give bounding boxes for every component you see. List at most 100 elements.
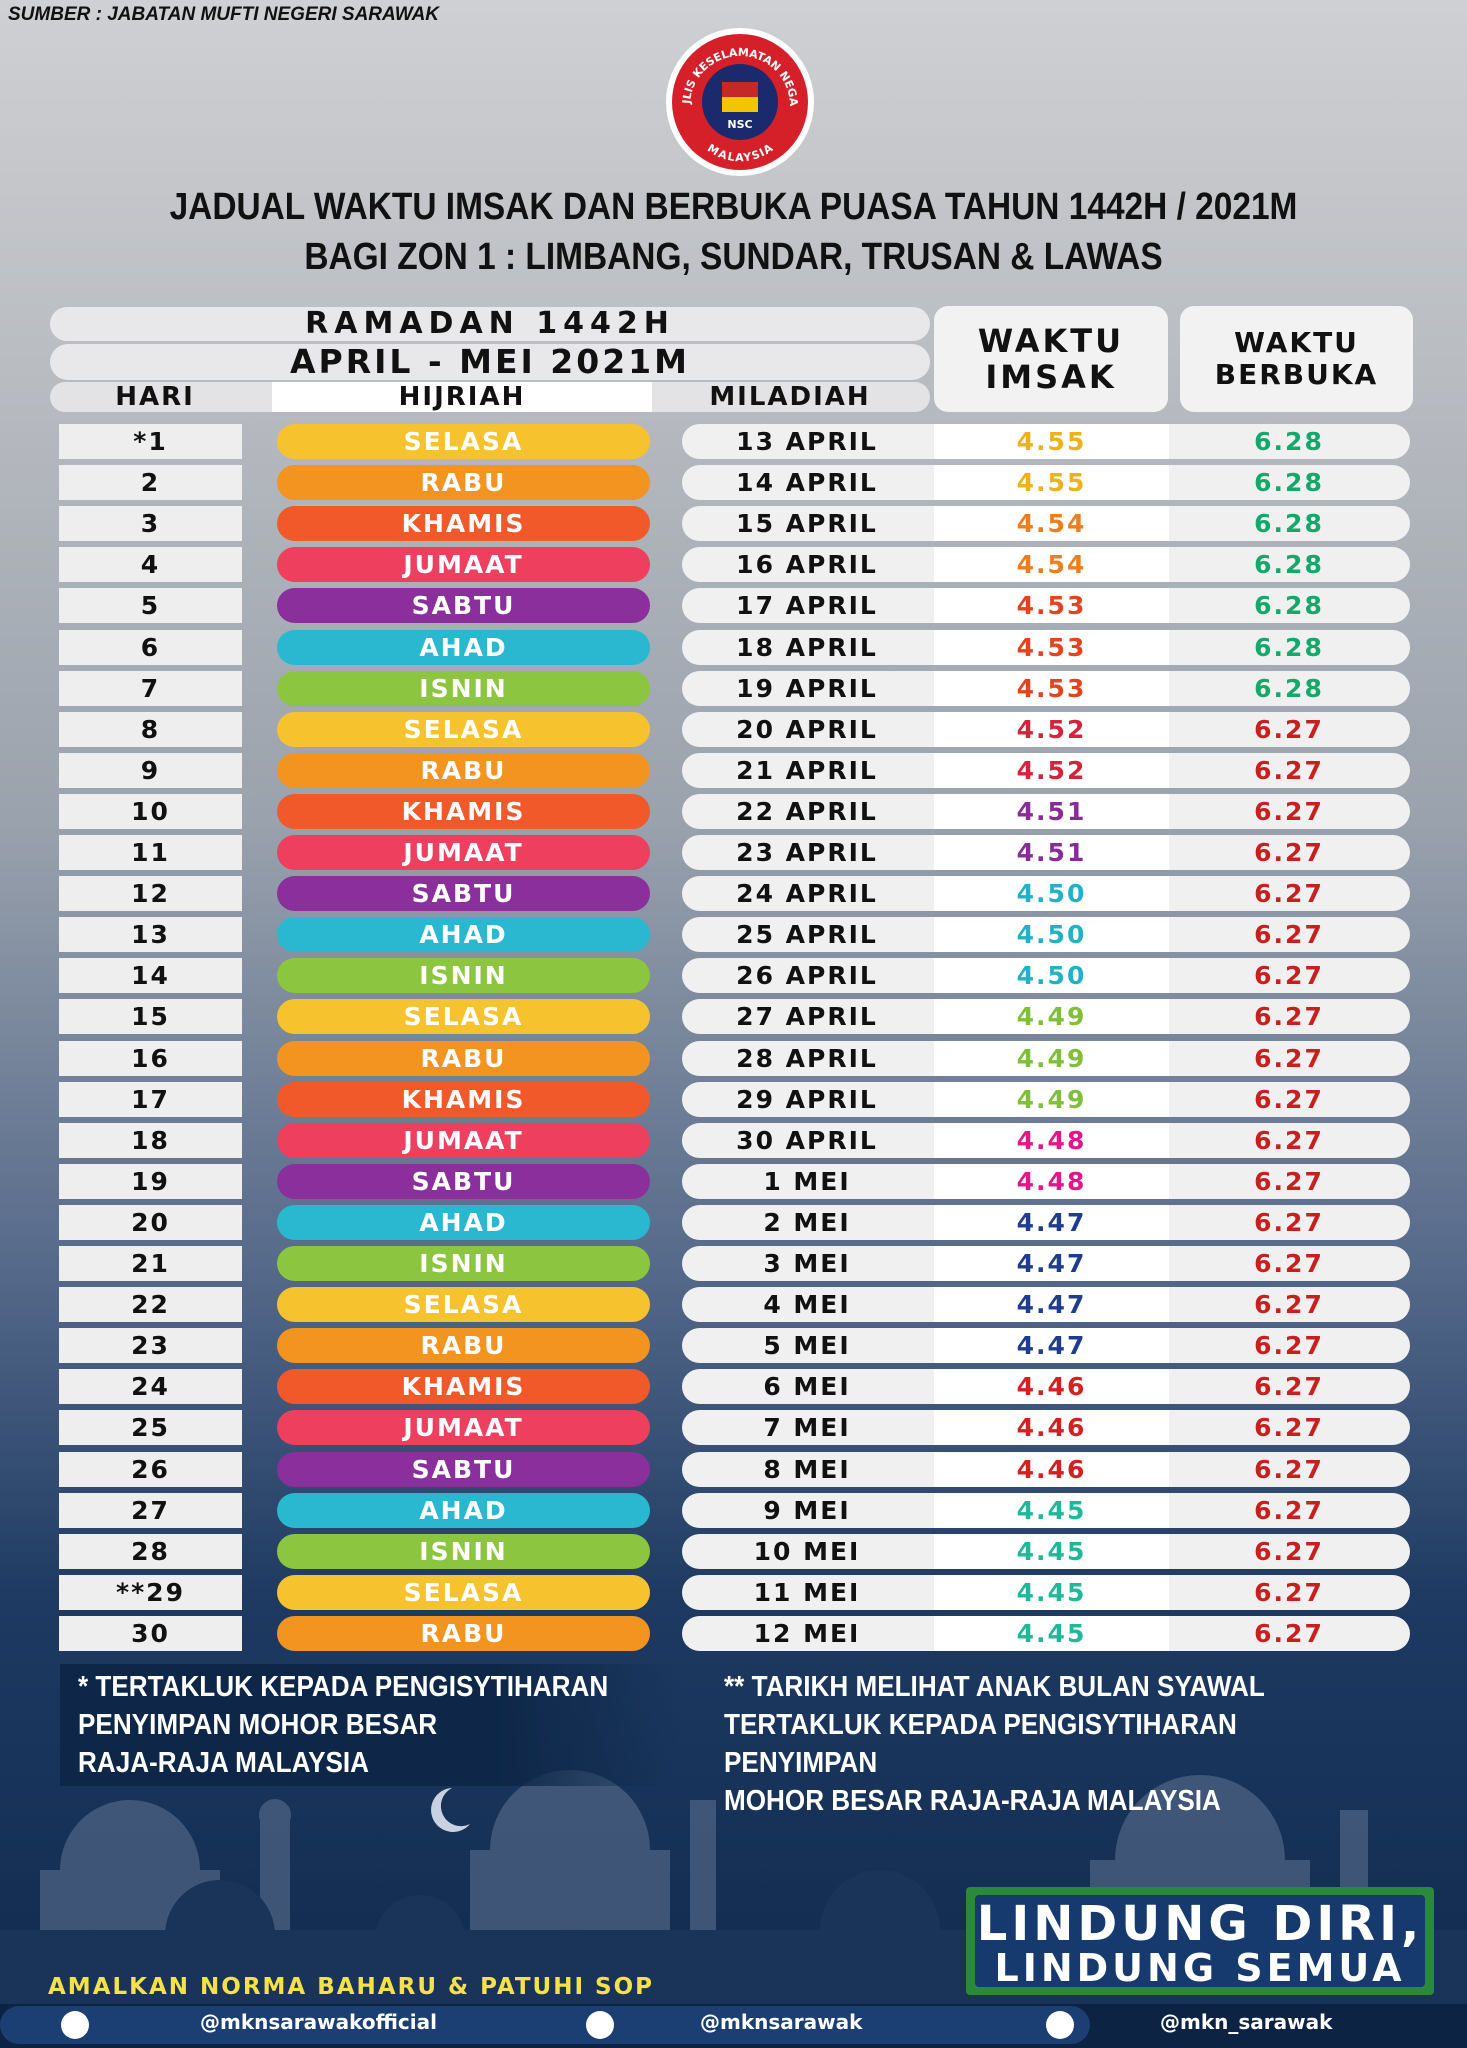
hari-cell: 16 xyxy=(59,1040,242,1076)
imsak-cell: 4.45 xyxy=(1016,1577,1087,1607)
date-cell: 10 MEI xyxy=(753,1536,861,1566)
day-pill: SELASA xyxy=(277,1574,650,1610)
berbuka-cell: 6.28 xyxy=(1254,550,1324,580)
date-cell: 1 MEI xyxy=(763,1166,851,1196)
berbuka-cell: 6.27 xyxy=(1254,920,1324,950)
imsak-bg xyxy=(934,629,1169,665)
day-pill: SABTU xyxy=(277,1451,650,1487)
berbuka-cell: 6.27 xyxy=(1254,879,1324,909)
slogan-line: LINDUNG SEMUA xyxy=(994,1946,1406,1990)
imsak-bg xyxy=(934,670,1169,706)
berbuka-cell: 6.27 xyxy=(1254,1166,1324,1196)
imsak-cell: 4.46 xyxy=(1016,1372,1087,1402)
date-cell: 12 MEI xyxy=(753,1618,861,1648)
date-cell: 27 APRIL xyxy=(736,1002,878,1032)
imsak-bg xyxy=(934,1574,1169,1610)
day-pill: KHAMIS xyxy=(277,793,650,829)
day-pill: RABU xyxy=(277,1328,650,1364)
imsak-cell: 4.52 xyxy=(1016,714,1087,744)
date-cell: 3 MEI xyxy=(763,1249,851,1278)
berbuka-cell: 6.27 xyxy=(1254,1618,1324,1648)
day-pill: AHAD xyxy=(277,1492,650,1528)
berbuka-cell: 6.28 xyxy=(1254,468,1324,498)
hari-cell: 28 xyxy=(59,1533,242,1569)
berbuka-cell: 6.27 xyxy=(1254,1331,1324,1361)
hari-cell: 22 xyxy=(59,1287,242,1323)
day-pill: JUMAAT xyxy=(277,1410,650,1446)
imsak-cell: 4.52 xyxy=(1016,755,1087,785)
day-pill: SELASA xyxy=(277,999,650,1035)
imsak-cell: 4.55 xyxy=(1016,468,1087,498)
hari-cell: 9 xyxy=(59,752,242,788)
date-cell: 19 APRIL xyxy=(736,673,878,703)
day-pill: SABTU xyxy=(277,876,650,912)
hari-cell: 8 xyxy=(59,711,242,747)
imsak-cell: 4.49 xyxy=(1016,1084,1087,1114)
berbuka-cell: 6.28 xyxy=(1254,591,1324,621)
imsak-cell: 4.46 xyxy=(1016,1413,1087,1443)
column-header: WAKTU IMSAK xyxy=(934,306,1168,412)
imsak-cell: 4.47 xyxy=(1016,1207,1087,1237)
imsak-cell: 4.54 xyxy=(1016,509,1087,539)
hijriah-bg xyxy=(272,382,652,412)
date-cell: 6 MEI xyxy=(763,1372,851,1402)
berbuka-cell: 6.28 xyxy=(1254,427,1324,456)
imsak-cell: 4.47 xyxy=(1016,1249,1087,1278)
date-cell: 29 APRIL xyxy=(736,1084,878,1114)
date-cell: 4 MEI xyxy=(763,1290,851,1320)
imsak-bg xyxy=(934,1204,1169,1240)
imsak-cell: 4.54 xyxy=(1016,550,1087,580)
date-cell: 5 MEI xyxy=(763,1331,851,1361)
imsak-cell: 4.51 xyxy=(1016,838,1087,867)
imsak-bg xyxy=(934,1533,1169,1569)
social-handle: @mknsarawak xyxy=(700,2010,863,2034)
hari-cell: 30 xyxy=(59,1615,242,1651)
berbuka-cell: 6.27 xyxy=(1254,714,1324,744)
hari-cell: 3 xyxy=(59,506,242,542)
imsak-cell: 4.46 xyxy=(1016,1454,1087,1484)
date-cell: 15 APRIL xyxy=(736,509,878,539)
hari-cell: 14 xyxy=(59,958,242,994)
berbuka-cell: 6.27 xyxy=(1254,1043,1324,1073)
imsak-bg xyxy=(934,876,1169,912)
berbuka-cell: 6.27 xyxy=(1254,838,1324,867)
source: SUMBER : JABATAN MUFTI NEGERI SARAWAK xyxy=(8,4,440,25)
hari-cell: 21 xyxy=(59,1246,242,1281)
day-pill: SELASA xyxy=(277,424,650,459)
day-pill: SABTU xyxy=(277,588,650,624)
imsak-bg xyxy=(934,999,1169,1035)
imsak-cell: 4.50 xyxy=(1016,961,1087,991)
date-cell: 17 APRIL xyxy=(736,591,878,621)
imsak-bg xyxy=(934,1081,1169,1117)
note-line: ** TARIKH MELIHAT ANAK BULAN SYAWAL xyxy=(724,1671,1265,1703)
date-cell: 26 APRIL xyxy=(736,961,878,991)
imsak-cell: 4.47 xyxy=(1016,1290,1087,1320)
imsak-bg xyxy=(934,1451,1169,1487)
day-pill: KHAMIS xyxy=(277,1369,650,1405)
day-pill: SELASA xyxy=(277,711,650,747)
hari-cell: 10 xyxy=(59,793,242,829)
logo-center: NSC xyxy=(727,118,752,131)
date-cell: 8 MEI xyxy=(763,1454,851,1484)
day-pill: JUMAAT xyxy=(277,1122,650,1158)
berbuka-cell: 6.27 xyxy=(1254,961,1324,991)
day-pill: AHAD xyxy=(277,917,650,953)
imsak-cell: 4.49 xyxy=(1016,1043,1087,1073)
note-line: * TERTAKLUK KEPADA PENGISYTIHARAN xyxy=(78,1671,609,1703)
day-pill: RABU xyxy=(277,752,650,788)
date-cell: 25 APRIL xyxy=(736,920,878,950)
logo: MAJLIS KESELAMATAN NEGARA NSC MALAYSIA xyxy=(664,26,814,176)
imsak-cell: 4.53 xyxy=(1016,591,1087,621)
imsak-cell: 4.50 xyxy=(1016,920,1087,950)
imsak-cell: 4.49 xyxy=(1016,1002,1087,1032)
note-left: * TERTAKLUK KEPADA PENGISYTIHARAN PENYIM… xyxy=(78,1668,608,1782)
hari-cell: 5 xyxy=(59,588,242,624)
day-pill: KHAMIS xyxy=(277,1081,650,1117)
day-pill: KHAMIS xyxy=(277,506,650,542)
berbuka-cell: 6.27 xyxy=(1254,1372,1324,1402)
title-line: JADUAL WAKTU IMSAK DAN BERBUKA PUASA TAH… xyxy=(169,186,1298,228)
slogan-line: LINDUNG DIRI, xyxy=(976,1896,1424,1952)
hari-cell: 11 xyxy=(59,835,242,870)
skyline xyxy=(0,1770,1467,2048)
imsak-cell: 4.47 xyxy=(1016,1331,1087,1361)
